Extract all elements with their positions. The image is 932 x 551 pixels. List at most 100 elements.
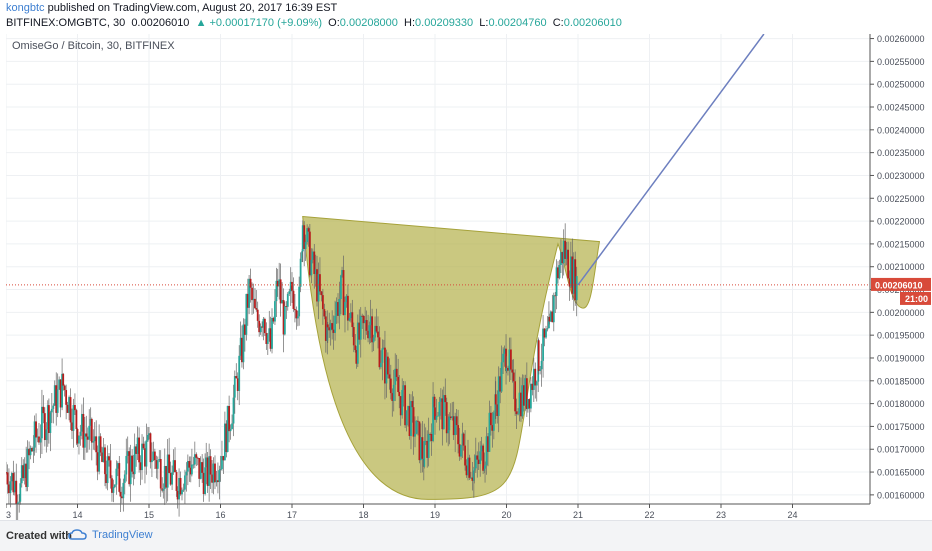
candle-body <box>521 385 524 417</box>
candle-body <box>412 407 415 437</box>
candle-body <box>334 315 336 333</box>
candle-body <box>209 456 212 475</box>
candle-body <box>470 477 472 479</box>
candle-body <box>239 337 242 356</box>
candle-body <box>106 456 109 484</box>
candle-body <box>279 279 282 304</box>
candle-body <box>228 405 231 432</box>
time-tick-label: 16 <box>215 510 225 520</box>
candle-body <box>337 302 339 316</box>
last-price: 0.00206010 <box>131 17 190 29</box>
price-tick-label: 0.00250000 <box>877 80 925 90</box>
candle-body <box>258 320 261 333</box>
candle-body <box>31 448 33 452</box>
candle-body <box>225 423 228 452</box>
candle-body <box>211 474 213 483</box>
tradingview-logo[interactable]: TradingView <box>68 529 153 541</box>
candle-body <box>19 483 22 502</box>
candle-body <box>451 416 454 419</box>
price-tick-label: 0.00215000 <box>877 239 925 249</box>
candle-body <box>355 350 358 364</box>
candle-body <box>61 373 63 408</box>
candle-body <box>43 413 46 441</box>
candle-body <box>569 256 572 287</box>
candle-body <box>539 369 542 371</box>
candle-body <box>557 267 559 279</box>
candle-body <box>361 315 364 317</box>
candle-body <box>502 353 505 363</box>
author-link[interactable]: kongbtc <box>6 2 45 14</box>
candle-body <box>524 378 527 406</box>
candle-body <box>16 502 19 504</box>
candle-body <box>375 325 378 332</box>
candle-body <box>301 251 303 259</box>
high-label: H: <box>404 17 416 29</box>
candle-body <box>362 315 365 324</box>
candle-body <box>423 441 426 467</box>
time-tick-label: 19 <box>430 510 440 520</box>
candle-body <box>29 448 32 456</box>
publish-info: kongbtc published on TradingView.com, Au… <box>6 2 337 14</box>
candle-body <box>86 436 89 440</box>
candle-body <box>535 381 538 386</box>
candle-body <box>76 429 79 444</box>
candle-body <box>232 397 235 424</box>
candle-body <box>441 398 444 430</box>
candle-body <box>397 376 400 392</box>
candle-body <box>176 490 179 500</box>
candle-body <box>537 340 540 371</box>
candle-body <box>217 480 219 483</box>
candle-body <box>41 406 43 439</box>
candle-body <box>548 316 551 322</box>
candle-body <box>424 440 427 442</box>
candle-body <box>332 329 335 333</box>
candle-body <box>152 451 155 461</box>
candle-body <box>221 456 223 470</box>
candle-body <box>20 465 23 484</box>
candle-body <box>295 310 298 319</box>
candle-body <box>448 416 451 431</box>
candle-body <box>26 448 29 487</box>
price-tick-label: 0.00210000 <box>877 262 925 272</box>
cup-handle-pattern <box>302 215 601 500</box>
candle-body <box>286 293 289 307</box>
candle-body <box>381 348 384 363</box>
candle-body <box>321 295 324 310</box>
candle-body <box>148 433 150 436</box>
candle-body <box>314 269 317 275</box>
low-value: 0.00204760 <box>488 17 547 29</box>
candle-body <box>98 436 101 472</box>
candle-body <box>432 396 434 442</box>
candle-body <box>380 362 382 368</box>
candle-body <box>430 434 433 442</box>
candle-body <box>308 231 311 276</box>
candle-body <box>398 391 401 397</box>
candle-body <box>282 300 285 335</box>
chart-area[interactable]: 0.00160000 0.00165000 0.00170000 0.00175000… <box>6 34 931 520</box>
candle-body <box>68 397 70 413</box>
candle-body <box>331 323 334 330</box>
price-tick-label: 0.00160000 <box>877 490 925 500</box>
price-chart[interactable]: 0.00160000 0.00165000 0.00170000 0.00175000… <box>6 34 931 520</box>
candle-body <box>208 456 211 486</box>
candle-body <box>472 470 475 481</box>
candle-body <box>191 464 193 475</box>
candle-body <box>492 412 495 431</box>
candle-body <box>564 240 567 259</box>
candle-body <box>104 447 106 475</box>
candle-body <box>262 318 265 328</box>
candle-body <box>452 416 455 436</box>
candle-body <box>401 389 404 416</box>
candle-body <box>46 405 49 430</box>
candle-body <box>399 396 402 416</box>
candle-body <box>298 286 301 317</box>
high-value: 0.00209330 <box>415 17 474 29</box>
candle-body <box>511 369 514 373</box>
candle-body <box>149 433 152 463</box>
candle-body <box>22 465 25 479</box>
candle-body <box>497 376 500 417</box>
candle-body <box>499 376 502 392</box>
price-change: ▲ +0.00017170 (+9.09%) <box>195 17 323 29</box>
candle-body <box>56 389 59 413</box>
candle-body <box>292 290 295 309</box>
